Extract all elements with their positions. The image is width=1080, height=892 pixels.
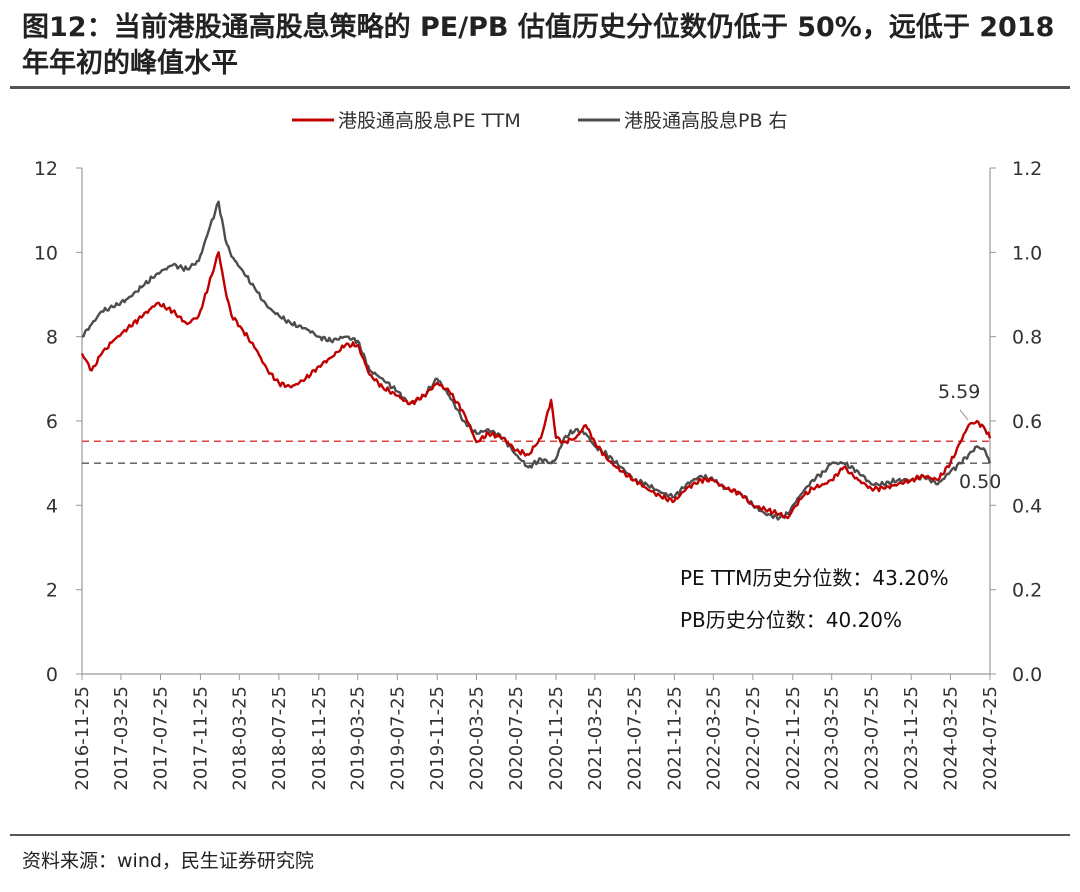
y-left-tick-label: 8 bbox=[46, 327, 58, 349]
y-right-tick-label: 0.4 bbox=[1012, 495, 1042, 517]
y-left-tick-label: 0 bbox=[46, 664, 58, 686]
pb-percentile-stat: PB历史分位数：40.20% bbox=[680, 608, 902, 632]
x-tick-label: 2018-11-25 bbox=[309, 686, 330, 791]
figure-title: 图12：当前港股通高股息策略的 PE/PB 估值历史分位数仍低于 50%，远低于… bbox=[22, 12, 1055, 79]
x-tick-label: 2017-03-25 bbox=[111, 686, 132, 791]
y-right-tick-label: 0.2 bbox=[1012, 580, 1042, 602]
series-line-pe bbox=[80, 251, 992, 520]
y-left-tick-label: 2 bbox=[46, 580, 58, 602]
legend-label-pe: 港股通高股息PE TTM bbox=[338, 110, 521, 132]
x-tick-label: 2020-11-25 bbox=[546, 686, 567, 791]
y-left-tick-label: 4 bbox=[46, 495, 58, 517]
y-right-tick-label: 1.0 bbox=[1012, 242, 1042, 264]
series-line-pb bbox=[81, 200, 992, 521]
y-left-tick-label: 12 bbox=[34, 158, 58, 180]
bottom-rule bbox=[10, 834, 1070, 836]
y-right-tick-label: 1.2 bbox=[1012, 158, 1042, 180]
pe-last-leader bbox=[959, 409, 969, 421]
x-tick-label: 2019-03-25 bbox=[348, 686, 369, 791]
legend-label-pb: 港股通高股息PB 右 bbox=[624, 110, 788, 132]
x-tick-label: 2023-07-25 bbox=[861, 686, 882, 791]
y-right-tick-label: 0.0 bbox=[1012, 664, 1042, 686]
series-group bbox=[80, 200, 992, 521]
x-tick-label: 2024-03-25 bbox=[940, 686, 961, 791]
y-left-tick-label: 6 bbox=[46, 411, 58, 433]
top-rule bbox=[10, 86, 1070, 89]
pe-last-label: 5.59 bbox=[938, 381, 980, 403]
x-tick-label: 2016-11-25 bbox=[72, 686, 93, 791]
x-tick-label: 2023-11-25 bbox=[901, 686, 922, 791]
x-tick-label: 2022-03-25 bbox=[703, 686, 724, 791]
y-right-tick-label: 0.8 bbox=[1012, 327, 1042, 349]
pb-last-label: 0.50 bbox=[959, 471, 1001, 493]
y-right-tick-label: 0.6 bbox=[1012, 411, 1042, 433]
x-tick-label: 2024-07-25 bbox=[980, 686, 1001, 791]
x-tick-label: 2017-11-25 bbox=[190, 686, 211, 791]
x-tick-label: 2021-03-25 bbox=[585, 686, 606, 791]
x-tick-label: 2022-11-25 bbox=[783, 686, 804, 791]
pe-percentile-stat: PE TTM历史分位数：43.20% bbox=[680, 566, 949, 590]
x-tick-label: 2021-07-25 bbox=[624, 686, 645, 791]
x-tick-label: 2023-03-25 bbox=[822, 686, 843, 791]
x-tick-label: 2020-03-25 bbox=[466, 686, 487, 791]
x-tick-label: 2019-07-25 bbox=[387, 686, 408, 791]
x-tick-label: 2022-07-25 bbox=[743, 686, 764, 791]
axes: 0 2 4 6 8 10 12 0.0 0.2 0.4 0.6 0.8 1.0 1.2 2016-11-25… bbox=[34, 158, 1042, 791]
annotation-group: 5.59 0.50 PE TTM历史分位数：43.20% PB历史分位数：40.… bbox=[680, 381, 1001, 632]
source-note: 资料来源：wind，民生证券研究院 bbox=[22, 850, 314, 872]
legend: 港股通高股息PE TTM 港股通高股息PB 右 bbox=[292, 110, 788, 132]
x-tick-label: 2019-11-25 bbox=[427, 686, 448, 791]
x-tick-label: 2018-07-25 bbox=[269, 686, 290, 791]
y-left-tick-label: 10 bbox=[34, 242, 58, 264]
x-tick-label: 2020-07-25 bbox=[506, 686, 527, 791]
x-tick-label: 2017-07-25 bbox=[151, 686, 172, 791]
x-tick-label: 2021-11-25 bbox=[664, 686, 685, 791]
x-tick-label: 2018-03-25 bbox=[229, 686, 250, 791]
